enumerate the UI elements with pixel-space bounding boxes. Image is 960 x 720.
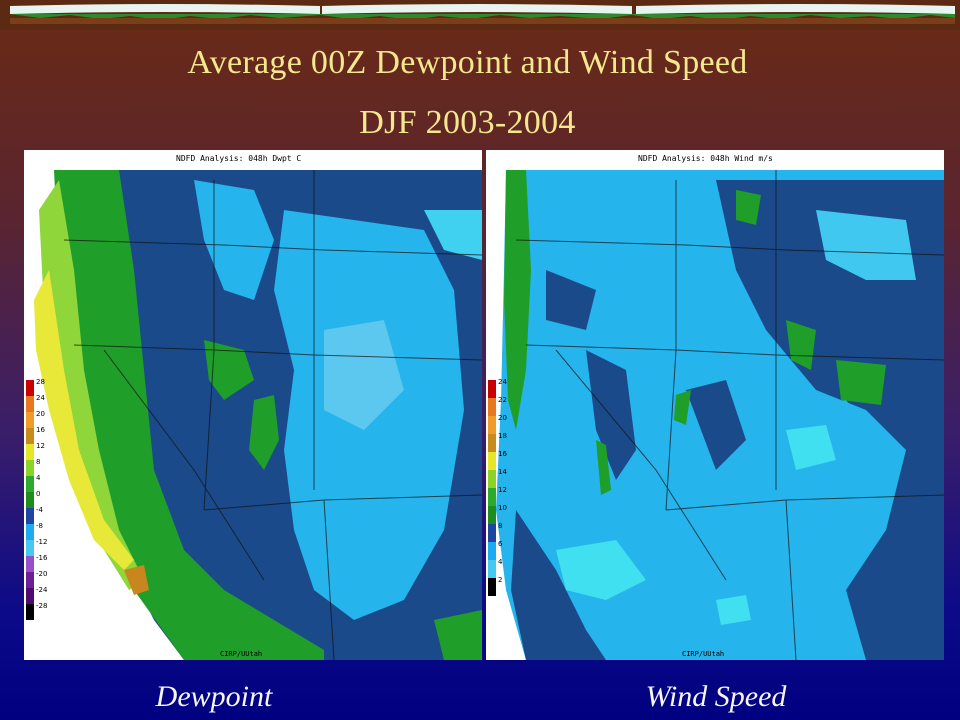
- legend-label: -8: [36, 522, 43, 530]
- legend-label: 20: [498, 414, 507, 422]
- legend-label: 28: [36, 378, 45, 386]
- legend-label: -4: [36, 506, 44, 514]
- legend-label: 16: [498, 450, 507, 458]
- legend-label: 8: [36, 458, 40, 466]
- slide-title: Average 00Z Dewpoint and Wind Speed: [187, 44, 748, 81]
- legend-label: 16: [36, 426, 45, 434]
- map-header: NDFD Analysis: 048h Dwpt C: [176, 154, 301, 163]
- dewpoint-legend: [26, 380, 34, 620]
- legend-label: 10: [498, 504, 507, 512]
- legend-label: 0: [36, 490, 40, 498]
- legend-label: 4: [498, 558, 503, 566]
- wind-speed-map-panel: 24 22 20 18 16 14 12 10 8 6 4 2 NDFD Ana…: [486, 150, 944, 660]
- dewpoint-caption: Dewpoint: [155, 680, 273, 713]
- legend-label: 8: [498, 522, 502, 530]
- legend-label: 14: [498, 468, 507, 476]
- legend-label: 12: [36, 442, 45, 450]
- dewpoint-map: 28 24 20 16 12 8 4 0 -4 -8 -12 -16 -20 -…: [24, 150, 482, 660]
- map-header: NDFD Analysis: 048h Wind m/s: [638, 154, 773, 163]
- legend-label: -12: [36, 538, 47, 546]
- map-credit: CIRP/UUtah: [220, 650, 262, 658]
- legend-label: -16: [36, 554, 48, 562]
- legend-label: -28: [36, 602, 47, 610]
- legend-label: 22: [498, 396, 507, 404]
- legend-label: 18: [498, 432, 507, 440]
- legend-label: 2: [498, 576, 502, 584]
- legend-label: 24: [498, 378, 507, 386]
- legend-label: 12: [498, 486, 507, 494]
- slide-subtitle: DJF 2003-2004: [359, 104, 576, 141]
- legend-label: -20: [36, 570, 47, 578]
- legend-label: 24: [36, 394, 45, 402]
- map-credit: CIRP/UUtah: [682, 650, 724, 658]
- wind-speed-map: 24 22 20 18 16 14 12 10 8 6 4 2 NDFD Ana…: [486, 150, 944, 660]
- dewpoint-map-panel: 28 24 20 16 12 8 4 0 -4 -8 -12 -16 -20 -…: [24, 150, 482, 660]
- legend-label: 20: [36, 410, 45, 418]
- wind-speed-legend: [488, 380, 496, 596]
- legend-label: 6: [498, 540, 503, 548]
- legend-label: 4: [36, 474, 41, 482]
- decorative-top-banner: [0, 0, 960, 30]
- wind-speed-caption: Wind Speed: [645, 680, 787, 713]
- legend-label: -24: [36, 586, 48, 594]
